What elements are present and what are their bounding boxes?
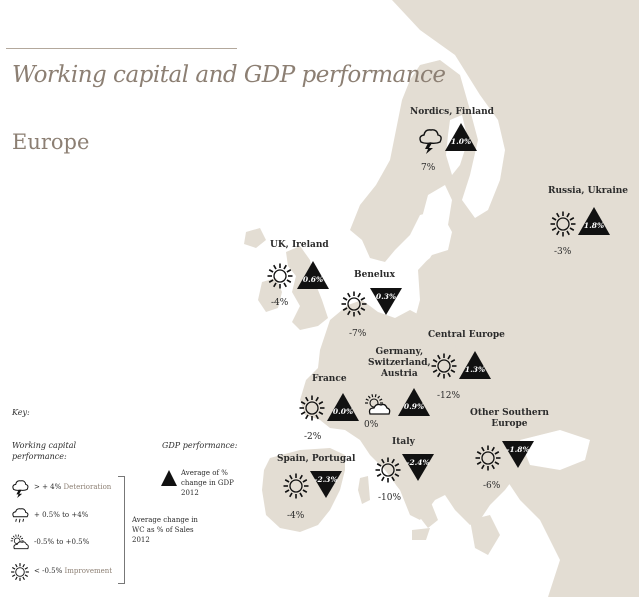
- region-name: Benelux: [354, 270, 395, 280]
- wc-change-value: -10%: [378, 493, 402, 503]
- region-name: Italy: [392, 437, 415, 447]
- gdp-value: 0.0%: [333, 407, 353, 416]
- region-name: France: [312, 374, 347, 384]
- key-row: -0.5% to +0.5%: [10, 533, 125, 555]
- wc-change-value: -3%: [554, 247, 572, 257]
- gdp-triangle-down-icon: -1.8%: [501, 439, 535, 469]
- sun-icon: [430, 352, 458, 380]
- gdp-value: 0.9%: [404, 402, 424, 411]
- land-ireland: [258, 278, 282, 312]
- key-range: > + 4% Deterioration: [34, 483, 112, 491]
- page-title: Working capital and GDP performance: [12, 62, 446, 88]
- wc-change-value: 0%: [364, 420, 379, 430]
- region-name: Germany, Switzerland, Austria: [368, 347, 431, 379]
- key-range: + 0.5% to +4%: [34, 511, 89, 519]
- cloud-lightning-icon: [416, 126, 444, 154]
- wc-change-value: -12%: [437, 391, 461, 401]
- gdp-value: -2.4%: [406, 458, 429, 467]
- land-sardinia: [358, 476, 370, 504]
- wc-change-value: -6%: [483, 481, 501, 491]
- gdp-triangle-up-icon: 0.0%: [326, 392, 360, 422]
- gdp-triangle-up-icon: 0.9%: [397, 387, 431, 417]
- black-sea: [520, 430, 590, 470]
- gdp-value: 1.8%: [584, 221, 604, 230]
- sun-icon: [374, 456, 402, 484]
- page-subtitle: Europe: [12, 130, 90, 154]
- key-wc-heading: Working capital performance:: [12, 441, 77, 461]
- sun-icon: [298, 394, 326, 422]
- key-bracket: [118, 476, 125, 584]
- key-gdp-heading: GDP performance:: [162, 441, 238, 450]
- land-greece: [470, 515, 500, 555]
- gdp-value: 1.0%: [451, 137, 471, 146]
- wc-change-value: 7%: [421, 163, 436, 173]
- sun-icon: [266, 262, 294, 290]
- key-range: < -0.5% Improvement: [34, 567, 113, 575]
- gdp-value: 1.3%: [465, 365, 485, 374]
- region-name: Central Europe: [428, 330, 505, 340]
- region-name: Spain, Portugal: [277, 454, 356, 464]
- key-range: -0.5% to +0.5%: [34, 538, 90, 546]
- gdp-triangle-down-icon: -2.4%: [401, 452, 435, 482]
- wc-change-value: -4%: [287, 511, 305, 521]
- baltic-sea: [390, 185, 452, 300]
- wc-change-value: -2%: [304, 432, 322, 442]
- key-row: > + 4% Deterioration: [10, 478, 125, 500]
- key-avg-desc: Average change in WC as % of Sales 2012: [132, 516, 198, 544]
- title-rule: [6, 48, 237, 49]
- region-name: UK, Ireland: [270, 240, 329, 250]
- gdp-value: 0.3%: [376, 292, 396, 301]
- sun-icon: [340, 290, 368, 318]
- key-row: < -0.5% Improvement: [10, 562, 125, 584]
- sun-cloud-icon: [364, 392, 392, 420]
- key-gdp-triangle-icon: [161, 470, 177, 486]
- region-name: Nordics, Finland: [410, 107, 494, 117]
- sun-icon: [549, 210, 577, 238]
- key-range-desc: Deterioration: [63, 483, 112, 491]
- gdp-value: -1.8%: [506, 445, 529, 454]
- region-name: Russia, Ukraine: [548, 186, 629, 196]
- gdp-triangle-down-icon: -2.3%: [309, 469, 343, 499]
- sun-icon: [474, 444, 502, 472]
- land-island: [244, 228, 266, 248]
- key-row: + 0.5% to +4%: [10, 506, 125, 528]
- key-range-desc: Improvement: [64, 567, 113, 575]
- gdp-value: 0.6%: [303, 275, 323, 284]
- key-gdp-desc: Average of % change in GDP 2012: [181, 469, 234, 497]
- gdp-triangle-up-icon: 1.8%: [577, 206, 611, 236]
- gdp-triangle-down-icon: 0.3%: [369, 286, 403, 316]
- land-sicily: [412, 528, 430, 540]
- key-title: Key:: [12, 408, 30, 417]
- wc-change-value: -4%: [271, 298, 289, 308]
- sun-icon: [282, 472, 310, 500]
- gdp-triangle-up-icon: 0.6%: [296, 260, 330, 290]
- gdp-value: -2.3%: [314, 475, 337, 484]
- gdp-triangle-up-icon: 1.3%: [458, 350, 492, 380]
- gdp-triangle-up-icon: 1.0%: [444, 122, 478, 152]
- wc-change-value: -7%: [349, 329, 367, 339]
- region-name: Other Southern Europe: [470, 408, 549, 429]
